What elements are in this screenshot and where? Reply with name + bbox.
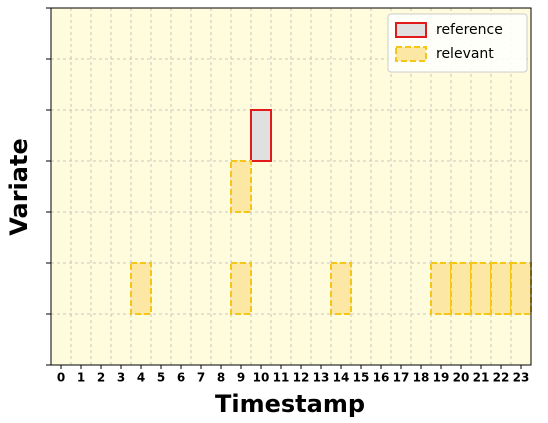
x-tick-label: 5 <box>157 371 165 385</box>
x-tick-label: 9 <box>237 371 245 385</box>
legend-label: relevant <box>436 46 494 62</box>
cell <box>510 262 532 315</box>
x-tick-label: 17 <box>393 371 410 385</box>
x-tick-label: 20 <box>453 371 470 385</box>
x-axis-label: Timestamp <box>215 390 365 418</box>
x-tick-label: 8 <box>217 371 225 385</box>
x-tick-label: 21 <box>473 371 490 385</box>
plot-frame <box>50 7 532 366</box>
x-tick-label: 6 <box>177 371 185 385</box>
x-tick-label: 15 <box>353 371 370 385</box>
x-tick-label: 3 <box>117 371 125 385</box>
cell <box>130 262 152 315</box>
legend-swatch <box>395 22 427 38</box>
x-tick-label: 1 <box>77 371 85 385</box>
x-tick-label: 4 <box>137 371 145 385</box>
cell <box>490 262 512 315</box>
x-tick-label: 13 <box>313 371 330 385</box>
legend-swatch <box>395 46 427 62</box>
x-tick-label: 16 <box>373 371 390 385</box>
x-tick-label: 11 <box>273 371 290 385</box>
legend-label: reference <box>436 22 503 38</box>
x-tick-label: 19 <box>433 371 450 385</box>
x-tick-label: 0 <box>57 371 65 385</box>
cell <box>250 109 272 162</box>
y-axis-label: Variate <box>5 138 33 235</box>
x-tick-label: 2 <box>97 371 105 385</box>
cell <box>450 262 472 315</box>
cell <box>330 262 352 315</box>
x-tick-label: 22 <box>493 371 510 385</box>
cell <box>430 262 452 315</box>
cell <box>230 160 252 213</box>
cell <box>470 262 492 315</box>
x-tick-label: 23 <box>513 371 530 385</box>
x-tick-label: 14 <box>333 371 350 385</box>
x-tick-label: 10 <box>253 371 270 385</box>
x-tick-label: 12 <box>293 371 310 385</box>
cell <box>230 262 252 315</box>
x-tick-label: 7 <box>197 371 205 385</box>
x-tick-label: 18 <box>413 371 430 385</box>
